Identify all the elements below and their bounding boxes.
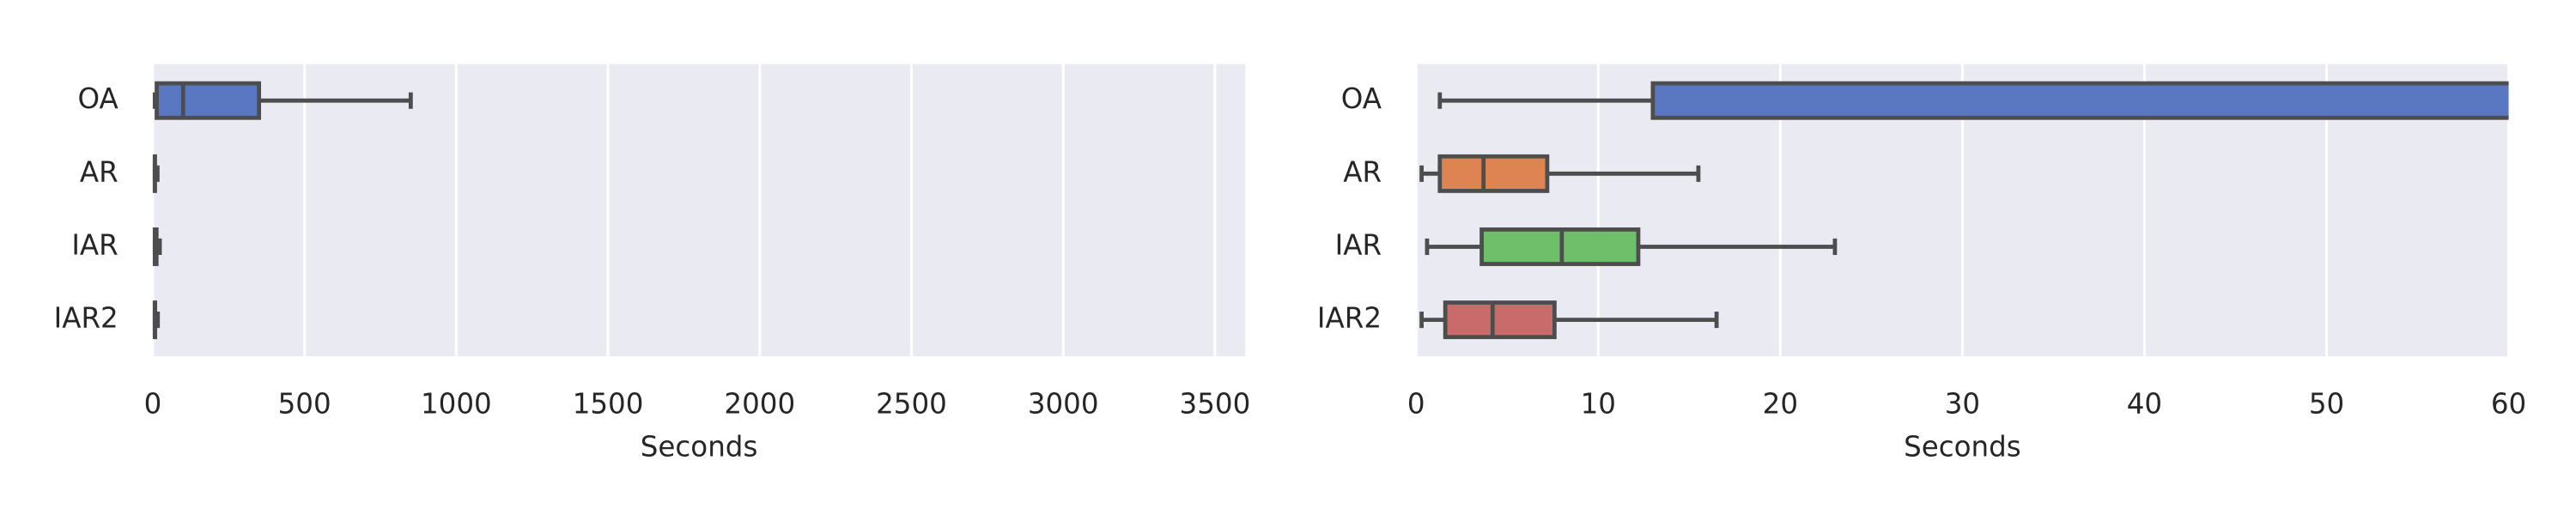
y-tick-label: IAR (1335, 228, 1382, 261)
x-tick-label: 3500 (1180, 388, 1251, 421)
x-tick-label: 1500 (573, 388, 644, 421)
box (1443, 300, 1557, 340)
x-axis-label: Seconds (1904, 430, 2021, 463)
y-tick-label: AR (80, 155, 118, 188)
x-tick-label: 1000 (421, 388, 492, 421)
x-tick-label: 2000 (724, 388, 795, 421)
x-tick-label: 2500 (876, 388, 947, 421)
box (1650, 81, 2509, 120)
x-tick-label: 20 (1763, 388, 1798, 421)
y-tick-label: OA (1341, 82, 1382, 115)
chart-panel: 0 10 20 30 40 50 60 Seconds OA AR IAR IAR2 (1317, 64, 2526, 463)
x-tick-label: 0 (144, 388, 162, 421)
box (155, 81, 262, 120)
y-tick-label: IAR2 (54, 302, 118, 335)
y-tick-label: IAR (71, 228, 118, 261)
y-tick-label: IAR2 (1317, 302, 1382, 335)
x-tick-label: 500 (278, 388, 331, 421)
x-tick-label: 10 (1581, 388, 1616, 421)
y-tick-label: OA (77, 82, 118, 115)
plot-background (152, 64, 1246, 357)
chart-panel: 0 500 1000 1500 2000 2500 3000 3500 Seconds OA AR I… (54, 64, 1251, 463)
x-tick-label: 40 (2127, 388, 2162, 421)
x-tick-label: 0 (1407, 388, 1425, 421)
x-tick-label: 30 (1945, 388, 1980, 421)
x-tick-label: 3000 (1028, 388, 1099, 421)
x-axis-label: Seconds (641, 430, 758, 463)
x-tick-label: 50 (2309, 388, 2344, 421)
y-tick-label: AR (1343, 155, 1382, 188)
x-tick-label: 60 (2491, 388, 2526, 421)
plot-area (152, 81, 413, 340)
box (1437, 154, 1550, 193)
plot-area (1419, 81, 2509, 340)
